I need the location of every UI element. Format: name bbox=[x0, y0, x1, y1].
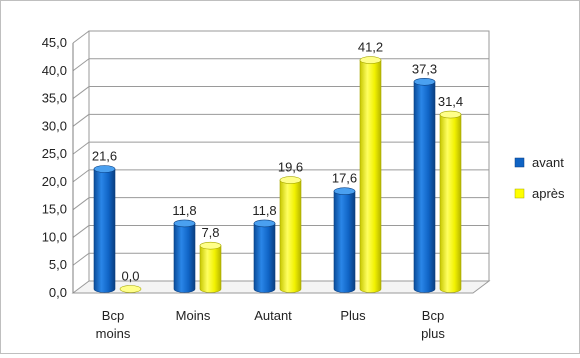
axes bbox=[72, 31, 90, 293]
legend-label-avant: avant bbox=[532, 155, 564, 170]
bar-body bbox=[199, 245, 222, 293]
x-category-label: Plus bbox=[340, 308, 366, 323]
data-label: 11,8 bbox=[172, 203, 196, 218]
gridline-diag bbox=[72, 86, 90, 99]
bar-avant-1 bbox=[173, 219, 196, 293]
bars bbox=[93, 56, 462, 293]
y-tick-label: 40,0 bbox=[42, 63, 67, 78]
gridline-diag bbox=[72, 30, 90, 44]
legend-label-après: après bbox=[532, 186, 565, 201]
x-category-label: moins bbox=[96, 326, 131, 341]
data-label: 37,3 bbox=[412, 61, 437, 76]
bar-top bbox=[253, 219, 276, 228]
y-tick-label: 45,0 bbox=[42, 35, 67, 50]
data-label: 31,4 bbox=[438, 94, 463, 109]
data-label: 0,0 bbox=[121, 269, 139, 284]
data-label: 17,6 bbox=[332, 171, 357, 186]
data-label: 19,6 bbox=[278, 160, 303, 175]
x-category-label: Bcp bbox=[422, 308, 444, 323]
bar-top bbox=[173, 219, 196, 228]
x-category-label: plus bbox=[421, 326, 445, 341]
x-category-label: Bcp bbox=[102, 308, 124, 323]
bar-body bbox=[439, 114, 462, 293]
gridline-diag bbox=[72, 252, 90, 266]
gridline-diag bbox=[72, 197, 90, 211]
bar-avant-4 bbox=[413, 77, 436, 293]
data-labels: 21,6 0,0 11,8 7,8 11,8 19,6 17,6 41,2 37,3 31,4 bbox=[92, 40, 463, 284]
bar-top bbox=[93, 165, 116, 173]
legend-swatch-après bbox=[514, 188, 525, 199]
data-label: 7,8 bbox=[201, 225, 219, 240]
y-tick-label: 5,0 bbox=[49, 257, 67, 272]
bar-body bbox=[333, 190, 356, 293]
x-category-label: Moins bbox=[176, 308, 211, 323]
bar-top bbox=[439, 110, 462, 119]
bar-body bbox=[93, 168, 116, 293]
data-label: 11,8 bbox=[252, 203, 276, 218]
bar-body bbox=[253, 223, 276, 293]
bar-après-0 bbox=[119, 285, 142, 293]
bar-chart: 21,6 0,0 11,8 7,8 11,8 19,6 17,6 41,2 37,3 31,4 0… bbox=[42, 30, 565, 341]
y-tick-label: 10,0 bbox=[42, 229, 67, 244]
legend-swatch-avant bbox=[514, 157, 525, 168]
y-tick-label: 30,0 bbox=[42, 118, 67, 133]
bar-top bbox=[279, 176, 302, 184]
data-label: 41,2 bbox=[358, 40, 383, 55]
bar-avant-0 bbox=[93, 165, 116, 293]
bar-avant-2 bbox=[253, 219, 276, 293]
bar-top bbox=[359, 56, 382, 64]
gridline-diag bbox=[72, 141, 90, 155]
data-label: 21,6 bbox=[92, 149, 117, 164]
bar-après-3 bbox=[359, 56, 382, 293]
bar-top bbox=[333, 187, 356, 196]
bar-après-4 bbox=[439, 110, 462, 293]
gridline-diag bbox=[72, 58, 90, 72]
gridline-diag bbox=[72, 225, 90, 238]
bar-body bbox=[173, 223, 196, 293]
legend: avant après bbox=[514, 155, 565, 201]
bar-top bbox=[413, 77, 436, 86]
y-tick-label: 20,0 bbox=[42, 174, 67, 189]
y-tick-label: 35,0 bbox=[42, 91, 67, 106]
bar-top bbox=[119, 285, 142, 293]
bar-avant-3 bbox=[333, 187, 356, 293]
y-tick-label: 15,0 bbox=[42, 202, 67, 217]
bar-après-2 bbox=[279, 176, 302, 293]
bar-body bbox=[279, 179, 302, 293]
bar-top bbox=[199, 241, 222, 250]
x-category-label: Autant bbox=[254, 308, 292, 323]
y-tick-label: 25,0 bbox=[42, 146, 67, 161]
y-tick-label: 0,0 bbox=[49, 285, 67, 300]
gridline-diag bbox=[72, 169, 90, 183]
bar-body bbox=[413, 81, 436, 293]
gridline-diag bbox=[72, 113, 90, 127]
tick-labels: 0,0 5,0 10,0 15,0 20,0 25,0 30,0 35,0 40,0 45,0 Bc… bbox=[42, 35, 446, 341]
bar-après-1 bbox=[199, 241, 222, 293]
bar-body bbox=[359, 59, 382, 293]
